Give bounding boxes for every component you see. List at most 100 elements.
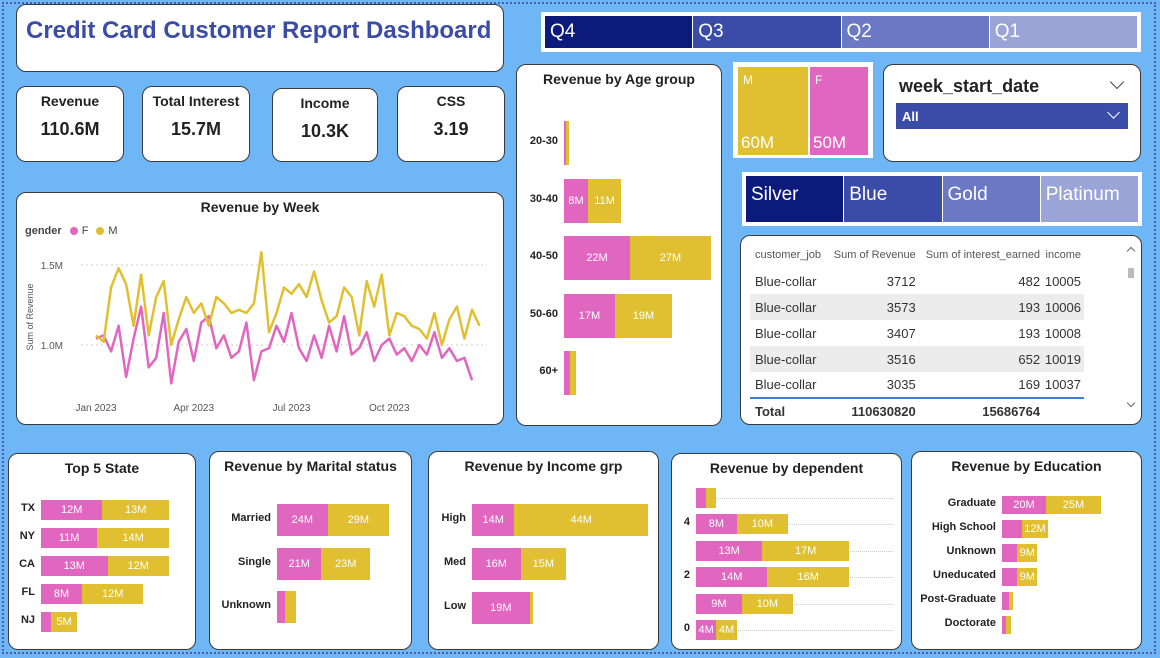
bar-m[interactable]: 19M xyxy=(615,293,672,338)
bar-f[interactable]: 9M xyxy=(696,593,742,614)
bar-m[interactable]: 13M xyxy=(102,500,169,520)
bar-f[interactable] xyxy=(1002,616,1007,634)
kpi-total-interest: Total Interest 15.7M xyxy=(142,86,250,162)
scroll-down-icon[interactable] xyxy=(1126,398,1136,408)
bar-f[interactable]: 8M xyxy=(564,178,588,223)
card-silver[interactable]: Silver xyxy=(746,176,845,222)
quarter-q4[interactable]: Q4 xyxy=(545,16,694,48)
kpi-value: 10.3K xyxy=(300,121,350,141)
card-gold[interactable]: Gold xyxy=(942,176,1041,222)
cell-income: 10006 xyxy=(1044,299,1081,315)
cell-revenue: 3573 xyxy=(886,299,916,315)
bar-f[interactable] xyxy=(277,591,286,623)
table-scrollbar[interactable] xyxy=(1126,246,1136,410)
bar-m[interactable]: 10M xyxy=(736,514,788,535)
bar-f[interactable]: 12M xyxy=(41,500,103,520)
bar-m[interactable]: 9M xyxy=(1017,568,1038,586)
bar-f[interactable]: 17M xyxy=(564,293,615,338)
cell-job: Blue-collar xyxy=(755,273,817,289)
bar-m[interactable]: 29M xyxy=(327,504,389,536)
y-axis-label: Sum of Revenue xyxy=(25,283,35,350)
bar-m[interactable]: 12M xyxy=(81,584,144,604)
col-header[interactable]: Sum of Revenue xyxy=(833,249,916,261)
bar-f[interactable]: 14M xyxy=(696,567,768,588)
date-filter-dropdown[interactable]: All xyxy=(896,103,1128,129)
bar-m[interactable] xyxy=(285,591,296,623)
chart-revenue-by-income: Revenue by Income grp High 14M 44M Med 16M 15… xyxy=(428,451,659,650)
y-tick-label: 1.5M xyxy=(41,261,63,272)
bar-m[interactable] xyxy=(566,121,569,165)
card-blue[interactable]: Blue xyxy=(844,176,943,222)
quarter-q1[interactable]: Q1 xyxy=(989,16,1137,48)
legend-title: gender xyxy=(25,225,62,237)
cell-income: 10008 xyxy=(1044,325,1081,341)
bar-f[interactable]: 13M xyxy=(41,556,108,576)
cell-income: 10037 xyxy=(1044,377,1081,392)
bar-f[interactable]: 8M xyxy=(696,514,737,535)
bar-m[interactable] xyxy=(706,488,717,508)
chart-title: Revenue by Week xyxy=(200,199,320,215)
bar-f[interactable]: 4M xyxy=(696,620,717,640)
quarter-q3[interactable]: Q3 xyxy=(693,16,842,48)
x-tick-label: Jul 2023 xyxy=(273,403,311,414)
gender-tile-m[interactable]: M 60M xyxy=(738,67,808,155)
table-row[interactable]: Blue-collar 3516 652 10019 xyxy=(750,346,1084,372)
bar-m[interactable]: 4M xyxy=(716,620,737,640)
gender-tile-label: M xyxy=(743,73,753,87)
date-filter-value: All xyxy=(902,109,919,124)
bar-f[interactable]: 21M xyxy=(277,547,322,580)
scroll-up-icon[interactable] xyxy=(1126,246,1136,256)
bar-f[interactable] xyxy=(1002,520,1022,538)
bar-m[interactable]: 23M xyxy=(321,547,370,580)
bar-m[interactable]: 25M xyxy=(1046,496,1101,514)
total-interest: 15686764 xyxy=(982,404,1041,419)
bar-f[interactable]: 22M xyxy=(564,236,630,280)
bar-f[interactable]: 19M xyxy=(472,592,530,624)
bar-f[interactable] xyxy=(41,612,52,632)
bar-f[interactable] xyxy=(1002,568,1018,586)
bar-m[interactable]: 12M xyxy=(107,556,169,576)
bar-f[interactable] xyxy=(1002,592,1009,610)
table-row[interactable]: Blue-collar 3573 193 10006 xyxy=(750,294,1084,320)
bar-m[interactable]: 44M xyxy=(514,504,648,536)
bar-m[interactable] xyxy=(1008,592,1013,610)
bar-f[interactable]: 13M xyxy=(696,540,763,561)
bar-m[interactable] xyxy=(570,351,576,395)
bar-m[interactable] xyxy=(529,592,533,624)
bar-f[interactable]: 11M xyxy=(41,528,98,548)
bar-f[interactable]: 20M xyxy=(1002,496,1046,514)
bar-m[interactable]: 9M xyxy=(1017,544,1038,562)
bar-m[interactable]: 10M xyxy=(741,593,793,614)
category-label: Graduate xyxy=(947,497,996,509)
col-header[interactable]: Sum of interest_earned xyxy=(925,249,1041,261)
scrollbar-thumb[interactable] xyxy=(1128,268,1134,278)
bar-f[interactable] xyxy=(696,488,707,508)
bar-m[interactable]: 14M xyxy=(97,528,169,548)
table-row[interactable]: Blue-collar 3712 482 10005 xyxy=(750,268,1084,294)
bar-f[interactable]: 16M xyxy=(472,548,521,580)
bar-m[interactable]: 11M xyxy=(588,178,621,223)
bar-f[interactable] xyxy=(564,351,570,395)
table-row[interactable]: Blue-collar 3407 193 10008 xyxy=(750,320,1084,346)
bar-m[interactable]: 12M xyxy=(1021,520,1049,538)
chevron-down-icon[interactable] xyxy=(1109,74,1125,90)
col-header[interactable]: income xyxy=(1045,249,1081,261)
bar-m[interactable]: 16M xyxy=(767,567,849,588)
bar-f[interactable]: 24M xyxy=(277,504,328,536)
bar-m[interactable]: 15M xyxy=(520,548,567,580)
bar-f[interactable] xyxy=(564,121,567,165)
card-platinum[interactable]: Platinum xyxy=(1040,176,1138,222)
bar-m[interactable] xyxy=(1006,616,1011,634)
bar-f[interactable]: 14M xyxy=(472,504,515,536)
bar-m[interactable]: 27M xyxy=(630,236,711,280)
col-header[interactable]: customer_job xyxy=(755,249,822,261)
category-label: High School xyxy=(931,521,996,533)
bar-m[interactable]: 5M xyxy=(51,612,77,632)
bar-f[interactable] xyxy=(1002,544,1018,562)
gender-tile-f[interactable]: F 50M xyxy=(810,67,868,155)
bar-f[interactable]: 8M xyxy=(41,584,82,604)
table-row[interactable]: Blue-collar 3035 169 10037 xyxy=(750,372,1084,398)
category-label: Single xyxy=(237,555,271,568)
bar-m[interactable]: 17M xyxy=(762,540,849,561)
quarter-q2[interactable]: Q2 xyxy=(841,16,990,48)
